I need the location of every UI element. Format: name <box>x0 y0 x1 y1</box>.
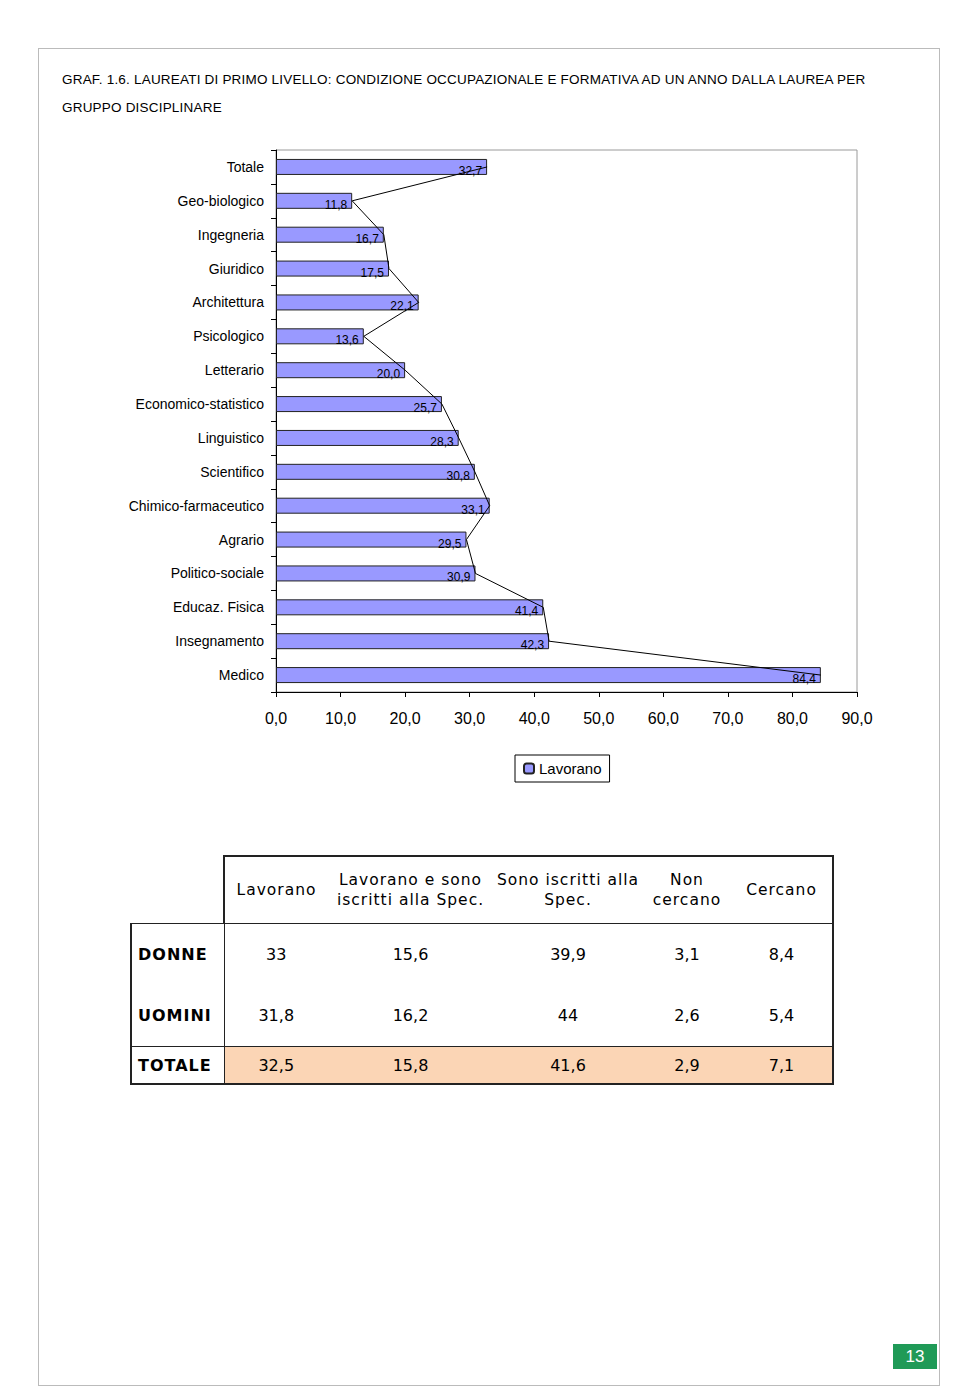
svg-text:Geo-biologico: Geo-biologico <box>178 193 265 209</box>
html-text:TOTALE: TOTALE <box>138 1055 212 1075</box>
svg-text:Linguistico: Linguistico <box>198 430 264 446</box>
html-text:UOMINI: UOMINI <box>138 1006 212 1025</box>
svg-text:10,0: 10,0 <box>325 710 356 727</box>
svg-text:29,5: 29,5 <box>438 537 462 551</box>
svg-text:30,0: 30,0 <box>454 710 485 727</box>
svg-text:Medico: Medico <box>219 667 264 683</box>
svg-text:0,0: 0,0 <box>265 710 287 727</box>
svg-text:20,0: 20,0 <box>390 710 421 727</box>
html-text:33: 33 <box>266 945 287 964</box>
svg-text:Lavorano: Lavorano <box>539 760 602 777</box>
html-text:8,4: 8,4 <box>768 945 795 964</box>
svg-text:30,9: 30,9 <box>447 570 471 584</box>
svg-text:Insegnamento: Insegnamento <box>175 633 264 649</box>
html-text:15,6: 15,6 <box>392 945 429 964</box>
svg-text:22,1: 22,1 <box>390 299 414 313</box>
svg-text:90,0: 90,0 <box>841 710 872 727</box>
svg-text:Architettura: Architettura <box>192 294 264 310</box>
html-text:5,4: 5,4 <box>768 1006 795 1025</box>
html-text:39,9: 39,9 <box>550 945 586 964</box>
svg-text:17,5: 17,5 <box>361 266 385 280</box>
svg-text:50,0: 50,0 <box>583 710 614 727</box>
html-text:GRAF. 1.6. LAUREATI DI PRIMO L: GRAF. 1.6. LAUREATI DI PRIMO LIVELLO: CO… <box>62 72 866 115</box>
svg-text:Chimico-farmaceutico: Chimico-farmaceutico <box>129 498 265 514</box>
html-text:Lavorano: Lavorano <box>236 881 317 899</box>
html-text:31,8: 31,8 <box>258 1006 295 1025</box>
html-text:7,1: 7,1 <box>768 1055 795 1075</box>
svg-text:41,4: 41,4 <box>515 604 539 618</box>
svg-text:25,7: 25,7 <box>414 401 438 415</box>
svg-text:84,4: 84,4 <box>792 672 816 687</box>
html-text:3,1: 3,1 <box>674 945 700 964</box>
svg-text:42,3: 42,3 <box>521 638 545 652</box>
svg-text:Economico-statistico: Economico-statistico <box>136 396 265 412</box>
svg-text:Scientifico: Scientifico <box>200 464 264 480</box>
html-text:15,8: 15,8 <box>392 1055 429 1075</box>
html-text:DONNE: DONNE <box>138 945 208 964</box>
html-text:Non cercano: Non cercano <box>652 871 722 909</box>
html-text:13: 13 <box>905 1347 925 1366</box>
svg-text:80,0: 80,0 <box>777 710 808 727</box>
svg-text:70,0: 70,0 <box>712 710 743 727</box>
html-text:44: 44 <box>557 1006 579 1025</box>
svg-text:60,0: 60,0 <box>648 710 679 727</box>
svg-text:30,8: 30,8 <box>446 469 470 483</box>
svg-text:Letterario: Letterario <box>205 362 264 378</box>
svg-text:Agrario: Agrario <box>219 532 264 548</box>
svg-text:28,3: 28,3 <box>430 435 454 449</box>
html-text:Cercano: Cercano <box>746 881 817 899</box>
svg-text:11,8: 11,8 <box>325 198 348 212</box>
html-text:32,5: 32,5 <box>258 1055 295 1075</box>
svg-text:Psicologico: Psicologico <box>193 328 264 344</box>
html-text:2,6: 2,6 <box>674 1006 700 1025</box>
svg-text:16,7: 16,7 <box>355 232 379 246</box>
html-text:Sono iscritti alla Spec.: Sono iscritti alla Spec. <box>496 871 640 909</box>
svg-text:32,7: 32,7 <box>458 163 483 178</box>
svg-text:Ingegneria: Ingegneria <box>198 227 264 243</box>
svg-text:40,0: 40,0 <box>519 710 550 727</box>
svg-text:20,0: 20,0 <box>377 367 401 381</box>
svg-text:Educaz. Fisica: Educaz. Fisica <box>173 599 264 615</box>
svg-text:Politico-sociale: Politico-sociale <box>171 565 265 581</box>
html-text:41,6: 41,6 <box>550 1055 586 1075</box>
html-text:16,2: 16,2 <box>392 1006 429 1025</box>
svg-text:13,6: 13,6 <box>335 333 359 347</box>
html-text:2,9: 2,9 <box>674 1055 700 1075</box>
svg-text:33,1: 33,1 <box>461 503 485 517</box>
svg-text:Totale: Totale <box>227 159 265 175</box>
html-text:Lavorano e sono iscritti alla: Lavorano e sono iscritti alla Spec. <box>336 871 485 909</box>
svg-text:Giuridico: Giuridico <box>209 261 264 277</box>
